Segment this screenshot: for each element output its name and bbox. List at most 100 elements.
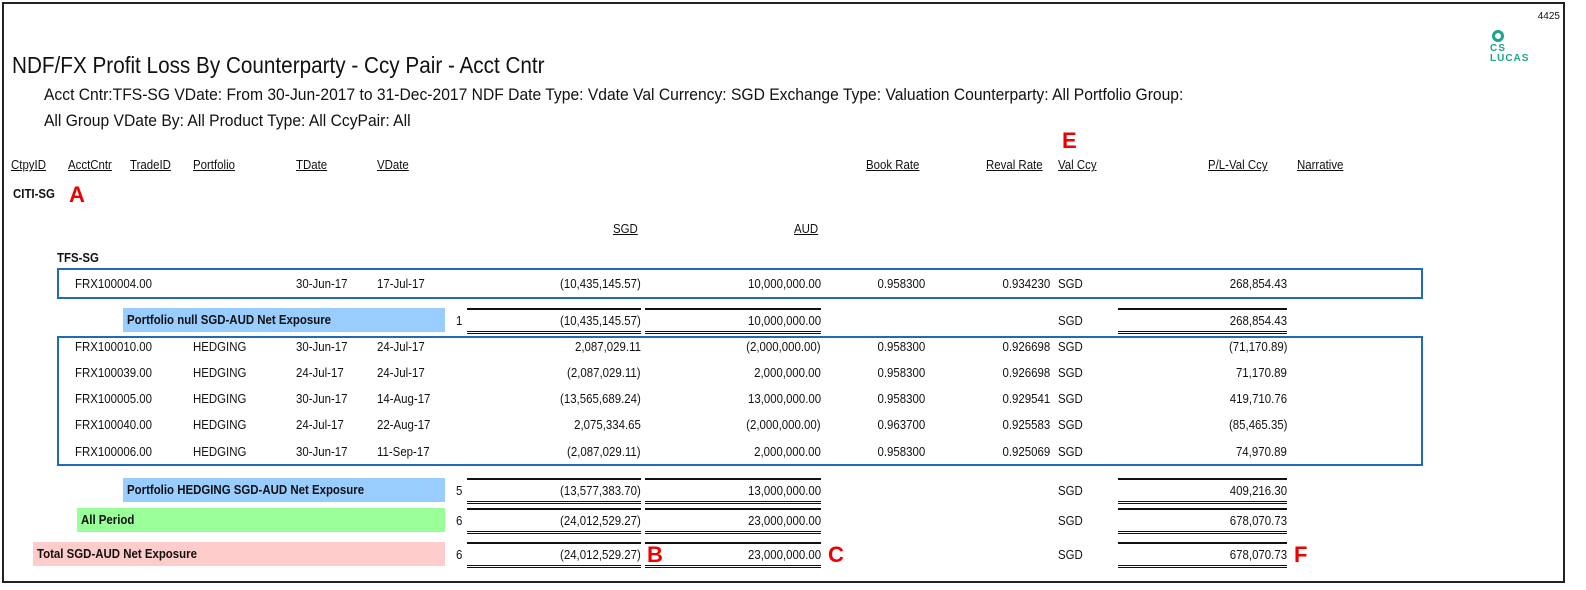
- ccy1-header: SGD: [613, 221, 638, 236]
- pl-val-ccy: 268,854.43: [1229, 276, 1287, 291]
- val-ccy: SGD: [1058, 276, 1083, 291]
- ccy2-header: AUD: [794, 221, 819, 236]
- total-rule: [467, 308, 641, 334]
- trade-date: 30-Jun-17: [296, 391, 348, 406]
- subtotal-ccy: SGD: [1058, 513, 1083, 528]
- subtotal-label-text: Portfolio null SGD-AUD Net Exposure: [127, 312, 332, 327]
- report-frame: [2, 2, 1565, 583]
- val-ccy: SGD: [1058, 365, 1083, 380]
- aud-amount: 2,000,000.00: [754, 444, 821, 459]
- total-rule: [645, 478, 821, 504]
- aud-amount: 10,000,000.00: [747, 276, 821, 291]
- portfolio: HEDGING: [193, 444, 247, 459]
- sgd-amount: 2,087,029.11: [575, 339, 641, 354]
- total-rule: [645, 508, 821, 534]
- trade-id: FRX100039.00: [75, 365, 152, 380]
- pl-val-ccy: 419,710.76: [1229, 391, 1287, 406]
- portfolio: HEDGING: [193, 391, 247, 406]
- pl-val-ccy: (85,465.35): [1228, 417, 1287, 432]
- book-rate: 0.963700: [877, 417, 925, 432]
- trade-group-box: [57, 336, 1423, 466]
- trade-date: 30-Jun-17: [296, 276, 348, 291]
- header-tdate[interactable]: TDate: [296, 157, 328, 172]
- total-rule: [467, 508, 641, 534]
- header-ctpyid[interactable]: CtpyID: [11, 157, 46, 172]
- subtotal-label: Portfolio null SGD-AUD Net Exposure: [123, 308, 445, 332]
- aud-amount: 13,000,000.00: [747, 391, 821, 406]
- subtotal-pl: 409,216.30: [1229, 483, 1287, 498]
- book-rate: 0.958300: [877, 276, 925, 291]
- aud-amount: (2,000,000.00): [746, 339, 821, 354]
- subtotal-ccy: SGD: [1058, 313, 1083, 328]
- subtotal-ccy: SGD: [1058, 483, 1083, 498]
- portfolio: HEDGING: [193, 365, 247, 380]
- subtotal-sgd: (24,012,529.27): [560, 547, 641, 562]
- sgd-amount: (2,087,029.11): [567, 444, 641, 459]
- value-date: 14-Aug-17: [377, 391, 431, 406]
- subtotal-count: 6: [456, 547, 463, 562]
- total-rule: [467, 542, 641, 568]
- pl-val-ccy: (71,170.89): [1228, 339, 1287, 354]
- subtotal-label: Portfolio HEDGING SGD-AUD Net Exposure: [123, 478, 445, 502]
- total-rule: [1118, 308, 1287, 334]
- subtotal-aud: 13,000,000.00: [747, 483, 821, 498]
- reval-rate: 0.925583: [1002, 417, 1050, 432]
- trade-id: FRX100040.00: [75, 417, 152, 432]
- total-rule: [467, 478, 641, 504]
- header-tradeid[interactable]: TradeID: [130, 157, 171, 172]
- marker-a: A: [69, 182, 85, 207]
- header-reval-rate[interactable]: Reval Rate: [986, 157, 1043, 172]
- sgd-amount: (13,565,689.24): [560, 391, 641, 406]
- header-vdate[interactable]: VDate: [377, 157, 409, 172]
- header-narrative[interactable]: Narrative: [1297, 157, 1344, 172]
- total-rule: [645, 308, 821, 334]
- marker-c: C: [828, 542, 844, 567]
- subtotal-label-text: Total SGD-AUD Net Exposure: [37, 546, 197, 561]
- trade-date: 30-Jun-17: [296, 444, 348, 459]
- subtotal-pl: 268,854.43: [1229, 313, 1287, 328]
- header-pl-val-ccy[interactable]: P/L-Val Ccy: [1208, 157, 1268, 172]
- acct-cntr-label: TFS-SG: [57, 250, 99, 265]
- header-acctcntr[interactable]: AcctCntr: [68, 157, 112, 172]
- portfolio: HEDGING: [193, 417, 247, 432]
- book-rate: 0.958300: [877, 339, 925, 354]
- total-rule: [1118, 508, 1287, 534]
- trade-date: 24-Jul-17: [296, 365, 344, 380]
- reval-rate: 0.929541: [1002, 391, 1050, 406]
- subtotal-label-text: All Period: [81, 512, 135, 527]
- value-date: 17-Jul-17: [377, 276, 425, 291]
- subtotal-count: 6: [456, 513, 463, 528]
- subtotal-count: 1: [456, 313, 463, 328]
- value-date: 22-Aug-17: [377, 417, 431, 432]
- total-rule: [645, 542, 821, 568]
- trade-date: 24-Jul-17: [296, 417, 344, 432]
- trade-id: FRX100010.00: [75, 339, 152, 354]
- val-ccy: SGD: [1058, 339, 1083, 354]
- sgd-amount: (2,087,029.11): [567, 365, 641, 380]
- subtotal-pl: 678,070.73: [1229, 513, 1287, 528]
- book-rate: 0.958300: [877, 444, 925, 459]
- book-rate: 0.958300: [877, 391, 925, 406]
- header-portfolio[interactable]: Portfolio: [193, 157, 235, 172]
- total-rule: [1118, 478, 1287, 504]
- trade-group-box: [57, 268, 1423, 299]
- header-val-ccy[interactable]: Val Ccy: [1058, 157, 1097, 172]
- pl-val-ccy: 71,170.89: [1236, 365, 1287, 380]
- marker-e: E: [1062, 128, 1077, 153]
- portfolio: HEDGING: [193, 339, 247, 354]
- sgd-amount: (10,435,145.57): [560, 276, 641, 291]
- val-ccy: SGD: [1058, 444, 1083, 459]
- marker-b: B: [647, 542, 663, 567]
- value-date: 24-Jul-17: [377, 339, 425, 354]
- trade-id: FRX100004.00: [75, 276, 152, 291]
- reval-rate: 0.926698: [1002, 339, 1050, 354]
- val-ccy: SGD: [1058, 417, 1083, 432]
- trade-date: 30-Jun-17: [296, 339, 348, 354]
- subtotal-aud: 23,000,000.00: [747, 547, 821, 562]
- header-book-rate[interactable]: Book Rate: [866, 157, 920, 172]
- reval-rate: 0.934230: [1002, 276, 1050, 291]
- book-rate: 0.958300: [877, 365, 925, 380]
- subtotal-aud: 10,000,000.00: [747, 313, 821, 328]
- subtotal-count: 5: [456, 483, 463, 498]
- subtotal-sgd: (10,435,145.57): [560, 313, 641, 328]
